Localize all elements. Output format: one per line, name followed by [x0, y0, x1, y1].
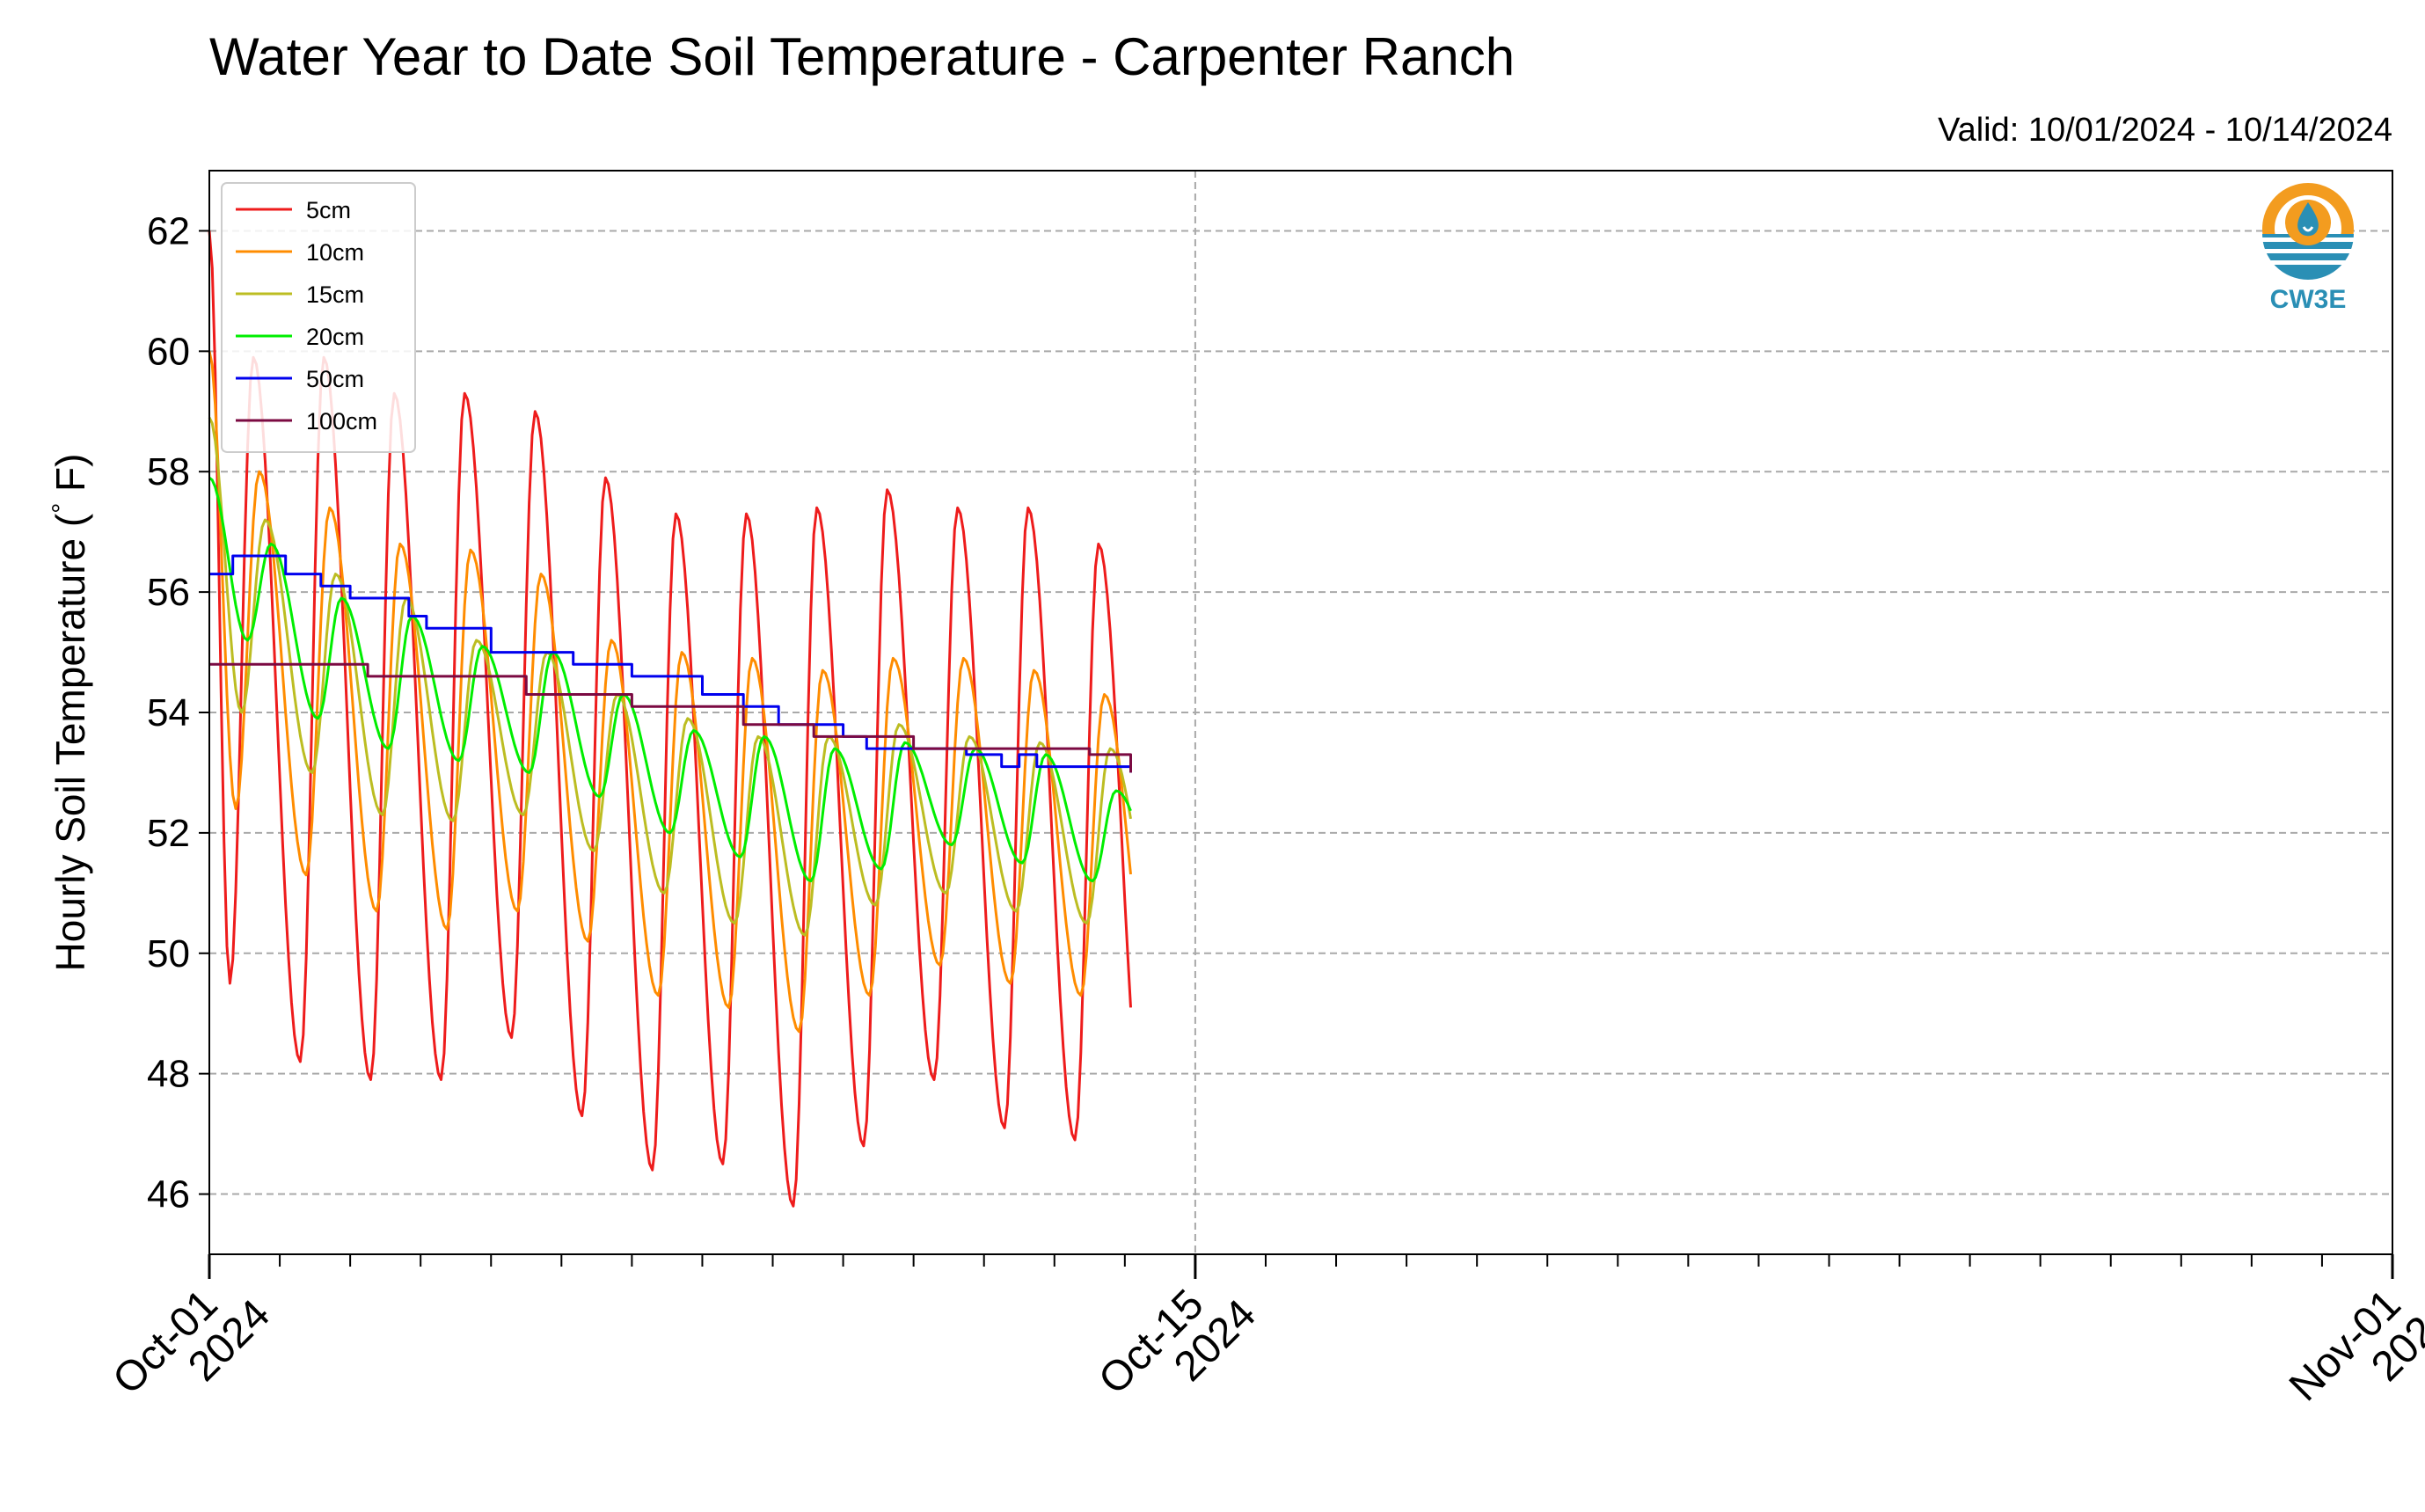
y-axis-label-unit: F) — [47, 454, 93, 503]
logo-text: CW3E — [2270, 285, 2347, 314]
y-tick-label: 58 — [147, 450, 190, 493]
legend-label: 20cm — [306, 324, 364, 350]
legend-label: 100cm — [306, 408, 377, 435]
y-tick-label: 48 — [147, 1053, 190, 1096]
series-lines — [208, 230, 1132, 1208]
water-drop-logo-icon — [2262, 183, 2354, 280]
y-axis-label: Hourly Soil Temperature (° F) — [47, 454, 93, 972]
series-line-50cm — [209, 554, 1132, 773]
y-tick-label: 62 — [147, 209, 190, 252]
legend-label: 5cm — [306, 197, 351, 223]
y-axis-label-degree: ° — [47, 503, 77, 514]
chart-title: Water Year to Date Soil Temperature - Ca… — [209, 27, 1515, 86]
y-tick-label: 52 — [147, 812, 190, 855]
legend-label: 15cm — [306, 281, 364, 308]
y-axis-ticks: 46 48 50 52 54 56 58 60 62 — [147, 209, 209, 1216]
cw3e-logo: CW3E — [2262, 183, 2354, 314]
y-tick-label: 54 — [147, 691, 190, 734]
legend-label: 50cm — [306, 366, 364, 392]
series-line-5cm — [208, 230, 1132, 1208]
legend: 5cm 10cm 15cm 20cm 50cm 100cm — [221, 182, 416, 453]
series-line-10cm — [208, 350, 1132, 1034]
y-axis-label-main: Hourly Soil Temperature ( — [47, 513, 93, 971]
legend-label: 10cm — [306, 239, 364, 266]
valid-date-range: Valid: 10/01/2024 - 10/14/2024 — [1938, 112, 2392, 149]
y-tick-label: 56 — [147, 571, 190, 614]
y-tick-label: 60 — [147, 330, 190, 373]
y-tick-label: 50 — [147, 932, 190, 975]
y-tick-label: 46 — [147, 1173, 190, 1216]
series-line-100cm — [209, 662, 1132, 773]
